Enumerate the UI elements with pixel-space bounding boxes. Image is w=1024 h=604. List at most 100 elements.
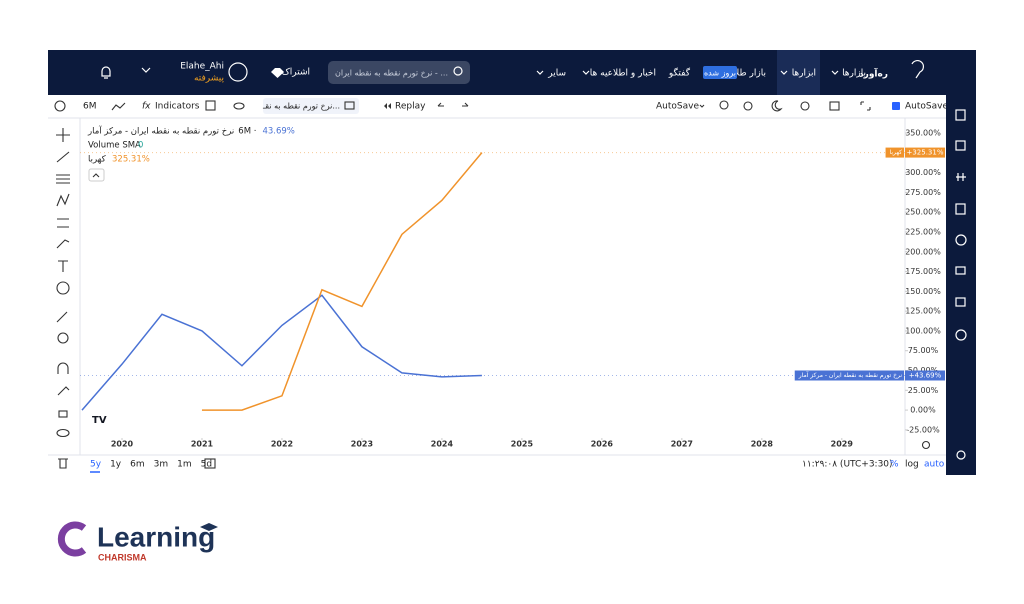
chart-style[interactable] [111,102,126,111]
logo-mark [57,521,87,557]
trash[interactable] [58,458,68,469]
zoom[interactable] [57,332,69,344]
share[interactable] [800,101,810,111]
compare-icon [344,101,355,110]
sidebar-icon[interactable] [955,140,966,151]
x-tick-label: 2020 [111,440,134,449]
symbol-box[interactable] [263,98,359,114]
interval[interactable]: 6M [83,102,97,112]
fullscreen[interactable] [860,101,871,111]
range-button[interactable]: 6m [130,460,145,470]
layouts[interactable] [205,100,216,111]
range-button[interactable]: 3m [154,460,169,470]
indicators[interactable]: Indicators [155,102,200,112]
fib[interactable] [56,174,70,184]
chevron [536,70,544,75]
collapse-legend[interactable] [88,168,105,182]
eye[interactable] [233,102,245,110]
symbol[interactable]: نرخ تورم نقطه به نقـ... [262,102,340,111]
nav-item[interactable]: ابزارها [792,69,816,79]
ruler[interactable] [56,311,68,323]
bell[interactable] [101,66,111,79]
goto-date[interactable] [204,458,216,469]
nav-item[interactable]: سایر [547,69,566,79]
range-button[interactable]: 5y [90,460,102,470]
nav-item[interactable]: بازار طلا [734,69,766,79]
nav-item[interactable]: اخبار و اطلاعیه ها [590,69,656,79]
price-tag [905,147,945,158]
user-plan: پیشرفته [194,74,225,84]
x-tick-label: 2026 [591,440,614,449]
volume-legend[interactable]: Volume SMA [88,141,141,151]
x-tick-label: 2025 [511,440,534,449]
name-tag [794,370,904,381]
undo[interactable] [437,102,444,107]
crosshair[interactable] [56,128,70,142]
lock-draw[interactable] [57,386,70,396]
series-legend[interactable]: کهربا [88,155,107,165]
sidebar-icon[interactable] [956,173,966,181]
price-tag [905,370,945,381]
sidebar-icon[interactable] [956,450,966,460]
logo[interactable]: ره‌آورد [859,68,888,80]
y-tick-label: 175.00% [905,267,941,276]
sidebar-icon[interactable] [955,266,966,275]
sidebar-icon[interactable] [955,329,967,341]
range-button[interactable]: 1m [177,460,192,470]
log-toggle[interactable]: log [905,460,919,470]
axis-settings[interactable] [921,440,931,450]
sidebar-icon[interactable] [955,203,966,215]
settings[interactable] [743,101,753,111]
patterns[interactable] [56,193,70,207]
x-tick-label: 2028 [751,440,774,449]
sidebar-icon[interactable] [955,234,967,246]
nav-item[interactable]: بازارها [842,69,866,79]
search-placeholder[interactable]: نرخ تورم نقطه به نقطه ایران - ... [335,69,448,78]
chart: -25.00%0.00%25.00%50.00%75.00%100.00%125… [80,118,945,455]
sidebar-icon[interactable] [955,297,966,307]
user-menu[interactable] [141,67,151,73]
emoji[interactable] [56,281,70,295]
brand: Learning [97,521,215,552]
trend-line[interactable] [56,151,70,163]
series-legend[interactable]: نرخ تورم نقطه به نقطه ایران - مرکز آمار [87,125,234,137]
y-tick-label: 200.00% [905,247,941,256]
theme[interactable] [771,100,783,112]
y-tick-label: 100.00% [905,326,941,335]
y-tick-label: 75.00% [908,346,939,355]
sidebar-icon[interactable] [955,109,966,121]
name-tag-label: کهربا [890,149,903,156]
search-box[interactable] [328,61,470,84]
autosave-checkbox[interactable] [892,102,900,110]
hide[interactable] [56,428,70,438]
lock[interactable] [58,410,68,418]
chart-legend: نرخ تورم نقطه به نقطه ایران - مرکز آمار … [87,125,295,427]
percent-toggle[interactable]: % [890,460,899,470]
user-name[interactable]: Elahe_Ahi [180,62,224,72]
brush[interactable] [56,239,70,249]
range-button[interactable]: 1y [110,460,122,470]
prediction[interactable] [57,218,69,228]
collapse-icon [92,173,100,178]
range-button[interactable]: 5d [201,460,212,470]
text-tool[interactable] [58,260,68,272]
price-tag-label: +43.69% [909,372,942,380]
brand-sub: CHARISMA [98,552,147,562]
magnet[interactable] [57,362,69,374]
add-symbol[interactable] [54,100,66,112]
nav-item[interactable]: گفتگو [668,67,691,79]
x-tick-label: 2024 [431,440,454,449]
chevron [780,70,788,75]
auto-toggle[interactable]: auto [924,460,945,470]
snapshot[interactable] [829,101,840,111]
subscribe[interactable]: اشتراک [282,67,310,78]
avatar[interactable] [228,62,248,82]
alert[interactable] [719,100,729,110]
tv-logo: TV [92,415,107,426]
x-tick-label: 2023 [351,440,373,449]
footer-logo: Learning CHARISMA [57,521,218,562]
autosave-menu[interactable]: AutoSave [656,102,699,112]
autosave[interactable]: AutoSave [905,102,948,112]
replay[interactable]: Replay [395,102,426,112]
redo[interactable] [462,102,469,107]
